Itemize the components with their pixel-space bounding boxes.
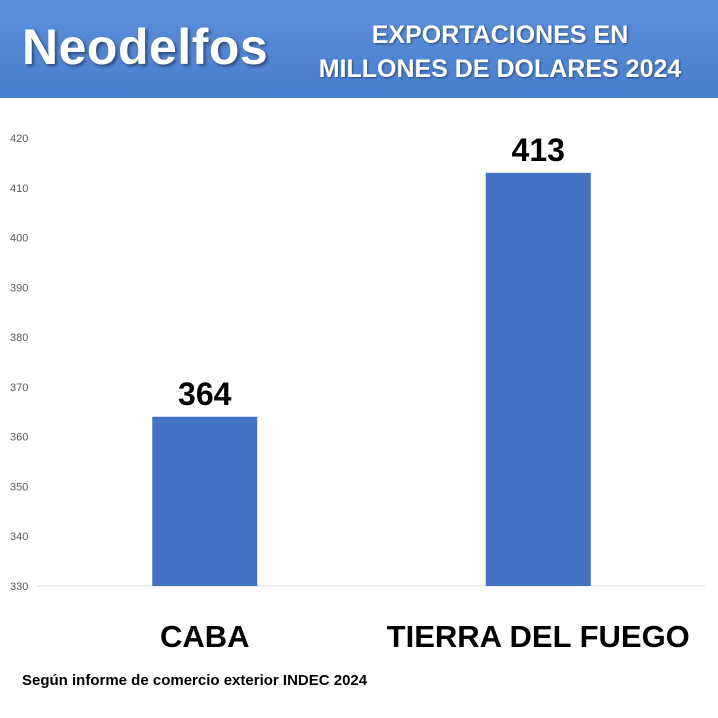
y-tick-label: 400 [10, 233, 28, 245]
source-note: Según informe de comercio exterior INDEC… [22, 672, 368, 689]
chart-title: EXPORTACIONES EN MILLONES DE DOLARES 202… [300, 18, 700, 86]
y-tick-label: 370 [10, 382, 28, 394]
y-tick-label: 330 [10, 581, 28, 593]
header-banner: Neodelfos EXPORTACIONES EN MILLONES DE D… [0, 0, 718, 98]
category-label: CABA [160, 619, 250, 654]
bar [485, 172, 591, 586]
category-label: TIERRA DEL FUEGO [387, 619, 690, 654]
data-label: 364 [178, 376, 232, 412]
bar [152, 416, 258, 586]
y-tick-label: 380 [10, 332, 28, 344]
y-tick-label: 350 [10, 481, 28, 493]
brand-logo-text: Neodelfos [22, 19, 269, 75]
data-label: 413 [512, 132, 565, 168]
y-tick-label: 340 [10, 531, 28, 543]
y-tick-label: 410 [10, 183, 28, 195]
y-tick-label: 360 [10, 432, 28, 444]
chart-title-line-1: EXPORTACIONES EN [371, 21, 629, 49]
chart-title-line-2: MILLONES DE DOLARES 2024 [318, 55, 682, 83]
y-tick-label: 420 [10, 133, 28, 145]
y-tick-label: 390 [10, 282, 28, 294]
